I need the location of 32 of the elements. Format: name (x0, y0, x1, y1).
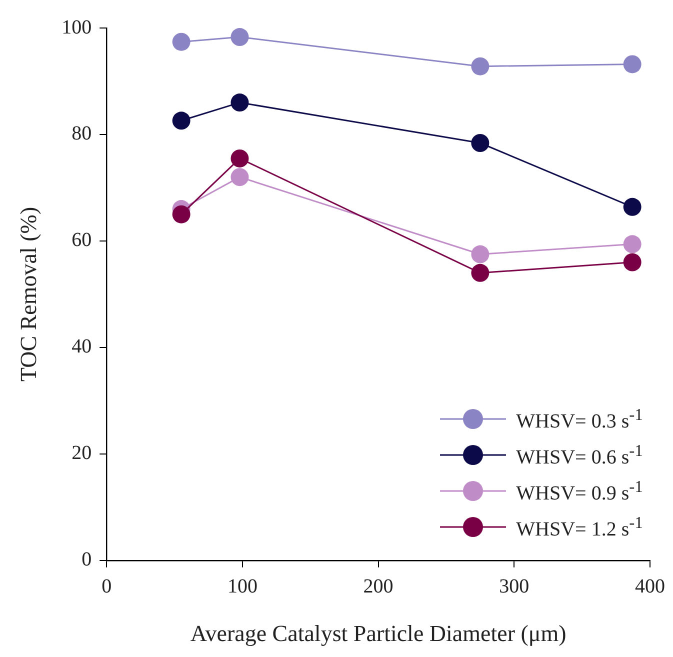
point (471, 264, 490, 282)
point (623, 235, 642, 254)
point (471, 134, 490, 152)
point (471, 245, 490, 264)
x-tick-label: 300 (499, 576, 530, 598)
y-tick-label: 40 (72, 336, 92, 358)
point (623, 198, 642, 216)
point (172, 112, 190, 130)
y-tick-label: 100 (62, 16, 92, 38)
x-axis-title: Average Catalyst Particle Diameter (μm) (190, 621, 566, 646)
point (172, 205, 190, 224)
point (172, 32, 190, 51)
point (230, 168, 249, 186)
point (230, 28, 249, 46)
point (230, 94, 249, 112)
y-tick-label: 60 (72, 229, 92, 252)
point (623, 55, 642, 74)
y-tick-label: 0 (82, 548, 92, 571)
legend-label: WHSV= 0.9 s$^{-1}$ (516, 476, 643, 506)
legend-label: WHSV= 1.2 s$^{-1}$ (516, 512, 643, 542)
y-tick-label: 80 (72, 122, 92, 145)
y-axis-title: TOC Removal (%) (16, 206, 41, 382)
legend-label: WHSV= 0.6 s$^{-1}$ (516, 440, 643, 470)
x-tick-label: 0 (102, 576, 112, 598)
point (623, 253, 642, 272)
x-tick-label: 100 (227, 576, 258, 598)
y-tick-label: 20 (72, 442, 92, 464)
point (471, 57, 490, 76)
x-tick-label: 200 (363, 576, 394, 598)
legend-label: WHSV= 0.3 s$^{-1}$ (516, 404, 643, 434)
x-tick-label: 400 (635, 576, 665, 598)
point (230, 149, 249, 168)
